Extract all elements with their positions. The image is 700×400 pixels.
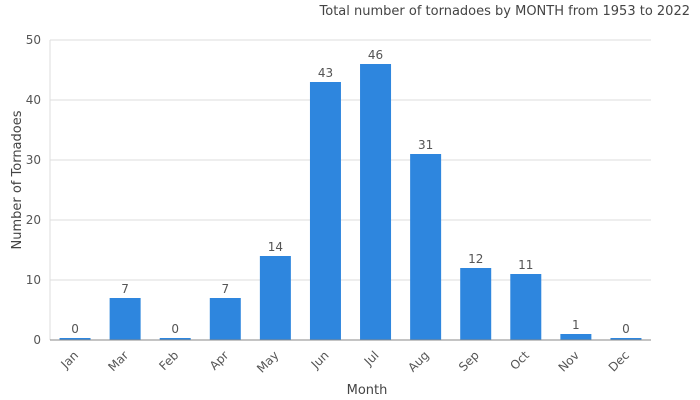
data-label: 12 xyxy=(468,252,483,266)
y-tick-label: 20 xyxy=(26,213,41,227)
x-tick-label: Aug xyxy=(405,348,431,374)
x-tick-label: Mar xyxy=(105,348,131,374)
data-label: 1 xyxy=(572,318,580,332)
data-label: 7 xyxy=(121,282,129,296)
bar xyxy=(360,64,392,340)
x-tick-label: Sep xyxy=(456,348,482,374)
y-tick-label: 10 xyxy=(26,273,41,287)
data-label: 46 xyxy=(368,48,383,62)
x-axis-title: Month xyxy=(347,383,388,398)
bar xyxy=(460,268,492,340)
x-tick-label: Jul xyxy=(361,348,382,369)
x-tick-label: Jan xyxy=(57,348,81,372)
y-axis-ticks: 0 10 20 30 40 50 xyxy=(26,33,41,347)
bar xyxy=(410,154,442,340)
data-label: 14 xyxy=(268,240,283,254)
y-tick-label: 30 xyxy=(26,153,41,167)
data-label: 7 xyxy=(221,282,229,296)
y-tick-label: 40 xyxy=(26,93,41,107)
data-label: 31 xyxy=(418,138,433,152)
data-label: 43 xyxy=(318,66,333,80)
y-tick-label: 0 xyxy=(33,333,41,347)
x-axis-ticks: Jan Mar Feb Apr May Jun Jul Aug Sep Oct Nov Dec xyxy=(57,348,632,376)
bar xyxy=(59,338,91,340)
data-label: 0 xyxy=(171,322,179,336)
bar xyxy=(109,298,141,340)
bar xyxy=(259,256,291,340)
gridlines xyxy=(50,39,651,281)
bar xyxy=(510,274,542,340)
x-tick-label: Apr xyxy=(207,348,232,373)
x-tick-label: Dec xyxy=(606,348,632,374)
y-tick-label: 50 xyxy=(26,33,41,47)
x-tick-label: Nov xyxy=(556,348,582,374)
bar xyxy=(560,334,592,340)
y-axis-title: Number of Tornadoes xyxy=(10,110,25,249)
data-label: 0 xyxy=(622,322,630,336)
x-tick-label: Jun xyxy=(308,348,332,372)
x-tick-label: Feb xyxy=(156,348,181,373)
bar xyxy=(309,82,341,340)
bar xyxy=(610,338,642,340)
x-tick-label: Oct xyxy=(507,348,532,373)
bar xyxy=(209,298,241,340)
bar xyxy=(159,338,191,340)
data-label: 11 xyxy=(518,258,533,272)
data-label: 0 xyxy=(71,322,79,336)
x-tick-label: May xyxy=(254,348,281,375)
chart-title: Total number of tornadoes by MONTH from … xyxy=(319,4,690,19)
